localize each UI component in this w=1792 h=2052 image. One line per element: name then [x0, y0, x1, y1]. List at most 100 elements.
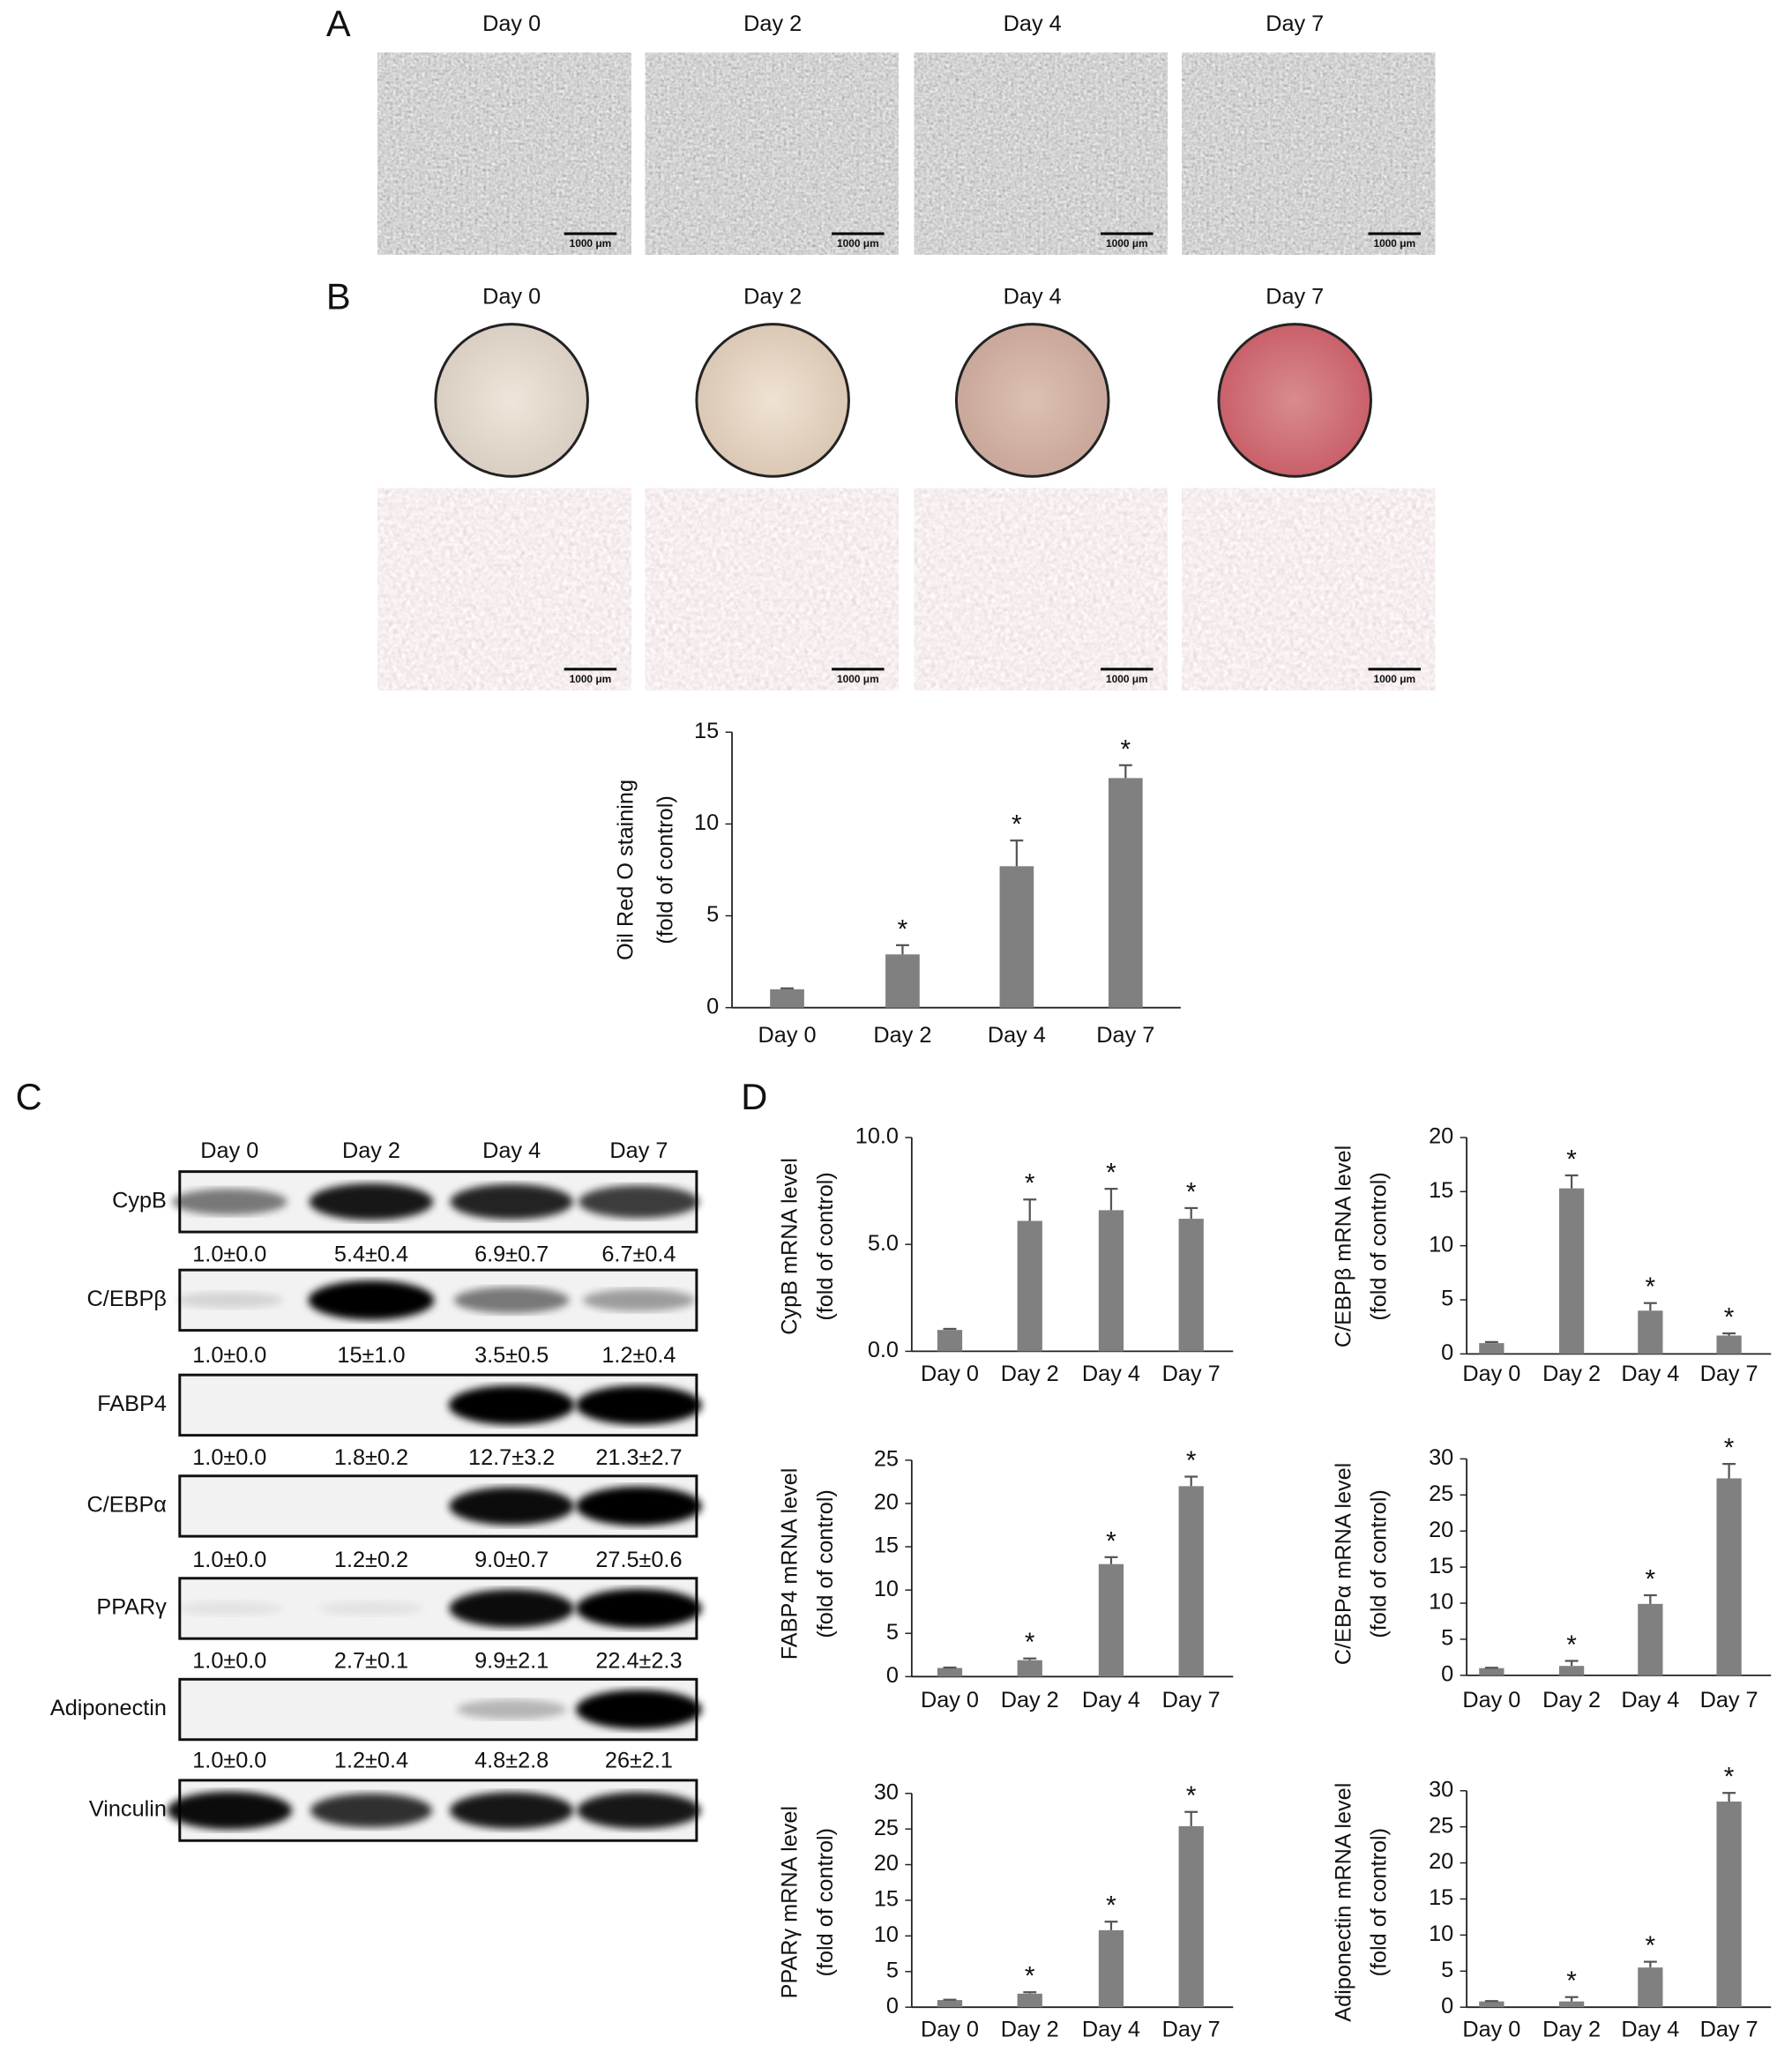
- band-quantification: 5.4±0.4: [334, 1242, 408, 1266]
- bar: [1716, 1335, 1742, 1354]
- x-tick-label: Day 4: [1621, 1688, 1679, 1712]
- band-quantification: 9.0±0.7: [474, 1548, 549, 1572]
- y-tick-label: 15: [1429, 1885, 1453, 1910]
- day-label: Day 2: [743, 285, 802, 310]
- significance-mark: *: [1106, 1892, 1116, 1921]
- protein-label: CypB: [112, 1189, 167, 1213]
- y-axis-label: Oil Red O staining: [614, 780, 638, 960]
- y-axis-label: (fold of control): [653, 795, 677, 944]
- band-quantification: 3.5±0.5: [474, 1343, 549, 1368]
- y-tick-label: 20: [1429, 1518, 1453, 1542]
- bar: [1638, 1310, 1663, 1354]
- y-tick-label: 0: [1441, 1662, 1453, 1687]
- x-tick-label: Day 2: [1001, 2018, 1059, 2042]
- x-tick-label: Day 0: [1462, 1688, 1520, 1712]
- x-tick-label: Day 0: [758, 1023, 817, 1048]
- y-tick-label: 25: [1429, 1481, 1453, 1506]
- significance-mark: *: [1724, 1303, 1735, 1332]
- band-quantification: 6.7±0.4: [601, 1242, 676, 1266]
- band-quantification: 1.0±0.0: [192, 1548, 266, 1572]
- y-tick-label: 15: [694, 719, 719, 743]
- band-quantification: 4.8±2.8: [474, 1749, 549, 1773]
- scale-bar-label: 1000 μm: [1373, 237, 1415, 250]
- x-tick-label: Day 4: [1082, 2018, 1140, 2042]
- x-tick-label: Day 4: [1621, 2018, 1679, 2042]
- y-tick-label: 5: [886, 1620, 899, 1645]
- blot-band: [576, 1690, 702, 1729]
- scale-bar-label: 1000 μm: [1106, 237, 1148, 250]
- bar: [885, 954, 920, 1008]
- band-quantification: 15±1.0: [337, 1343, 405, 1368]
- band-quantification: 21.3±2.7: [595, 1445, 682, 1470]
- bar: [1098, 1210, 1124, 1352]
- significance-mark: *: [1646, 1565, 1656, 1594]
- blot-band: [456, 1699, 567, 1720]
- protein-label: C/EBPα: [86, 1493, 166, 1518]
- bar: [1716, 1478, 1742, 1675]
- culture-well: [1217, 323, 1372, 478]
- band-quantification: 1.2±0.4: [601, 1343, 676, 1368]
- blot-band: [448, 1385, 575, 1425]
- significance-mark: *: [1646, 1931, 1656, 1960]
- micrograph: [645, 52, 899, 255]
- panel-label: A: [326, 3, 351, 44]
- protein-label: PPARγ: [96, 1595, 167, 1620]
- x-tick-label: Day 2: [1001, 1688, 1059, 1712]
- blot-band: [577, 1792, 701, 1829]
- bar: [1098, 1563, 1124, 1677]
- band-quantification: 22.4±2.3: [595, 1649, 682, 1674]
- significance-mark: *: [1186, 1781, 1197, 1810]
- x-tick-label: Day 4: [1621, 1362, 1679, 1386]
- band-quantification: 1.8±0.2: [334, 1445, 408, 1470]
- blot-band: [309, 1183, 434, 1220]
- y-tick-label: 5: [1441, 1626, 1453, 1651]
- band-quantification: 26±2.1: [605, 1749, 673, 1773]
- x-tick-label: Day 0: [921, 1362, 979, 1386]
- blot-band: [317, 1601, 425, 1616]
- blot-band: [576, 1588, 702, 1629]
- x-tick-label: Day 7: [1162, 1688, 1221, 1712]
- y-tick-label: 0.0: [868, 1338, 899, 1362]
- band-quantification: 1.0±0.0: [192, 1343, 266, 1368]
- y-tick-label: 20: [874, 1851, 899, 1876]
- blot-band: [449, 1792, 574, 1829]
- band-quantification: 1.0±0.0: [192, 1649, 266, 1674]
- x-tick-label: Day 7: [1700, 1362, 1758, 1386]
- lane-label: Day 4: [482, 1138, 541, 1163]
- bar: [1017, 1660, 1042, 1677]
- y-axis-label: (fold of control): [813, 1172, 838, 1321]
- y-tick-label: 0: [706, 994, 719, 1019]
- y-tick-label: 20: [1429, 1849, 1453, 1874]
- significance-mark: *: [1186, 1446, 1197, 1475]
- band-quantification: 1.2±0.4: [334, 1749, 408, 1773]
- y-tick-label: 30: [1429, 1445, 1453, 1470]
- x-tick-label: Day 4: [1082, 1362, 1140, 1386]
- significance-mark: *: [1012, 810, 1022, 839]
- day-label: Day 0: [482, 285, 541, 310]
- scale-bar-label: 1000 μm: [570, 237, 612, 250]
- day-label: Day 0: [482, 11, 541, 36]
- blot-band: [449, 1589, 574, 1628]
- day-label: Day 4: [1004, 11, 1062, 36]
- significance-mark: *: [1566, 1630, 1577, 1660]
- y-tick-label: 20: [1429, 1124, 1453, 1149]
- x-tick-label: Day 2: [1001, 1362, 1059, 1386]
- x-tick-label: Day 0: [921, 1688, 979, 1712]
- blot-band: [450, 1183, 573, 1220]
- scale-bar-label: 1000 μm: [837, 673, 879, 685]
- bar: [1638, 1967, 1663, 2008]
- y-tick-label: 5: [886, 1958, 899, 1982]
- y-tick-label: 5: [1441, 1958, 1453, 1982]
- y-tick-label: 5.0: [868, 1231, 899, 1256]
- y-tick-label: 15: [1429, 1554, 1453, 1578]
- band-quantification: 1.0±0.0: [192, 1242, 266, 1266]
- significance-mark: *: [1025, 1169, 1035, 1198]
- band-quantification: 1.0±0.0: [192, 1749, 266, 1773]
- bar: [1178, 1825, 1204, 2008]
- panel-label: B: [326, 275, 351, 317]
- micrograph: [377, 52, 631, 255]
- bar: [1638, 1603, 1663, 1675]
- blot-band: [579, 1185, 699, 1219]
- significance-mark: *: [1724, 1434, 1735, 1463]
